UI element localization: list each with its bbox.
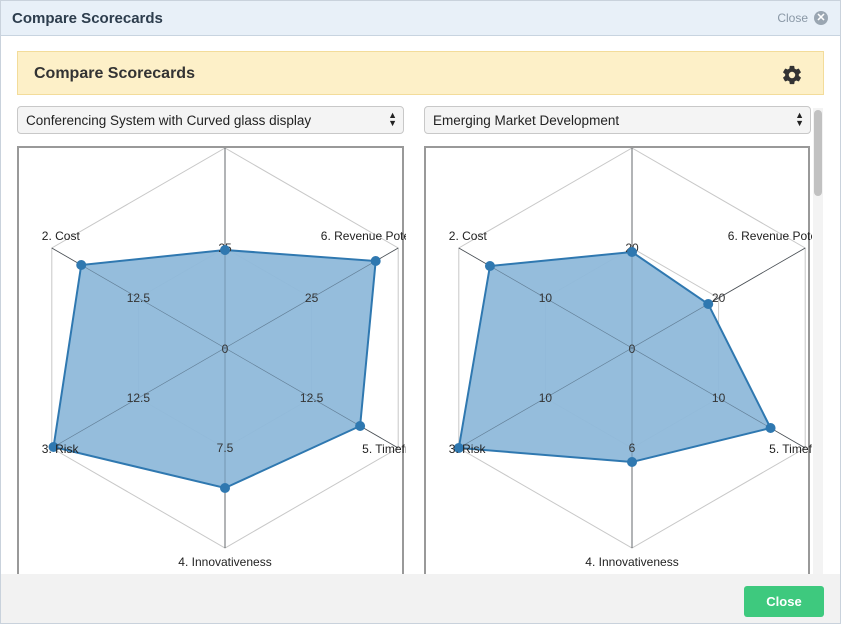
radar-chart-left-svg: 252512.57.512.512.501. Benefit6. Revenue…	[42, 148, 406, 569]
select-arrows-icon: ▲ ▼	[795, 110, 804, 128]
radar-axis-label: 3. Risk	[449, 442, 487, 456]
dialog-footer: Close	[1, 574, 840, 623]
radar-tick-label: 12.5	[300, 391, 324, 405]
close-icon[interactable]: ✕	[814, 11, 828, 25]
radar-tick-label: 6	[629, 441, 636, 455]
radar-data-area	[52, 248, 377, 490]
radar-axis-overlay	[224, 347, 399, 449]
radar-axis-label: 4. Innovativeness	[178, 555, 271, 569]
dialog-titlebar: Compare Scorecards Close ✕	[1, 1, 840, 36]
radar-tick-label: 20	[712, 291, 726, 305]
radar-axis-overlay	[458, 347, 633, 449]
radar-data-point	[220, 483, 230, 493]
radar-tick-label: 7.5	[217, 441, 234, 455]
radar-data-point	[453, 443, 464, 453]
radar-axis-overlay	[631, 247, 806, 349]
radar-data-point	[765, 423, 776, 433]
radar-axis-label: 2. Cost	[42, 229, 81, 243]
radar-data-point	[355, 421, 366, 431]
radar-chart-left: 252512.57.512.512.501. Benefit6. Revenue…	[17, 146, 406, 574]
dialog-content: Compare Scorecards Conferencing System w…	[1, 36, 840, 574]
radar-tick-label: 10	[539, 391, 553, 405]
radar-data-point	[484, 261, 495, 271]
banner-title: Compare Scorecards	[34, 65, 195, 82]
radar-axis-overlay	[631, 347, 806, 449]
radar-data-point	[370, 256, 381, 266]
titlebar-close-button[interactable]: Close ✕	[777, 11, 828, 25]
radar-tick-label: 12.5	[127, 291, 151, 305]
gear-icon[interactable]	[781, 64, 803, 86]
radar-data-point	[627, 457, 637, 467]
content-scrollbar[interactable]	[813, 108, 823, 574]
dialog-title: Compare Scorecards	[12, 10, 163, 27]
radar-axis-overlay	[224, 247, 399, 349]
radar-tick-label: 10	[539, 291, 553, 305]
radar-data-point	[703, 299, 714, 309]
scrollbar-thumb[interactable]	[814, 110, 822, 196]
radar-center-label: 0	[222, 342, 229, 356]
radar-data-point	[627, 247, 637, 257]
radar-axis-label: 5. Timeframe	[769, 442, 812, 456]
scorecard-banner: Compare Scorecards	[17, 51, 824, 95]
radar-axis-overlay	[51, 347, 226, 449]
radar-chart-right-svg: 2020106101001. Benefit6. Revenue Potenti…	[449, 148, 812, 569]
scorecard-select-left-value: Conferencing System with Curved glass di…	[26, 113, 312, 128]
radar-tick-label: 25	[305, 291, 319, 305]
radar-tick-label: 12.5	[127, 391, 151, 405]
radar-data-area	[457, 250, 773, 464]
scorecard-select-left[interactable]: Conferencing System with Curved glass di…	[17, 106, 404, 134]
radar-data-point	[220, 245, 230, 255]
radar-axis-label: 2. Cost	[449, 229, 488, 243]
radar-data-point	[48, 442, 59, 452]
scorecard-select-right[interactable]: Emerging Market Development ▲ ▼	[424, 106, 811, 134]
radar-axis-label: 3. Risk	[42, 442, 80, 456]
radar-axis-label: 6. Revenue Potential	[321, 229, 406, 243]
radar-axis-label: 6. Revenue Potential	[728, 229, 812, 243]
radar-data-point	[76, 260, 87, 270]
select-arrows-icon: ▲ ▼	[388, 110, 397, 128]
radar-tick-label: 10	[712, 391, 726, 405]
radar-center-label: 0	[629, 342, 636, 356]
scorecard-select-right-value: Emerging Market Development	[433, 113, 620, 128]
radar-axis-label: 5. Timeframe	[362, 442, 406, 456]
close-button[interactable]: Close	[744, 586, 824, 617]
titlebar-close-label: Close	[777, 11, 808, 25]
radar-chart-right: 2020106101001. Benefit6. Revenue Potenti…	[424, 146, 812, 574]
radar-axis-label: 4. Innovativeness	[585, 555, 678, 569]
